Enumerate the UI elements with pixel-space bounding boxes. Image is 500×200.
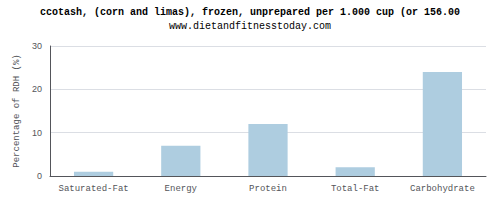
svg-text:www.dietandfitnesstoday.com: www.dietandfitnesstoday.com [169,21,331,32]
svg-text:Protein: Protein [249,184,287,194]
svg-text:Percentage of RDH (%): Percentage of RDH (%) [12,54,22,167]
svg-text:30: 30 [32,41,42,51]
svg-text:Total-Fat: Total-Fat [331,184,380,194]
svg-text:Saturated-Fat: Saturated-Fat [58,184,128,194]
svg-text:10: 10 [32,128,42,138]
svg-text:Energy: Energy [165,184,198,194]
svg-text:ccotash, (corn and limas), fro: ccotash, (corn and limas), frozen, unpre… [40,7,460,18]
svg-text:0: 0 [37,171,42,181]
svg-text:20: 20 [32,84,42,94]
svg-text:Carbohydrate: Carbohydrate [410,184,475,194]
